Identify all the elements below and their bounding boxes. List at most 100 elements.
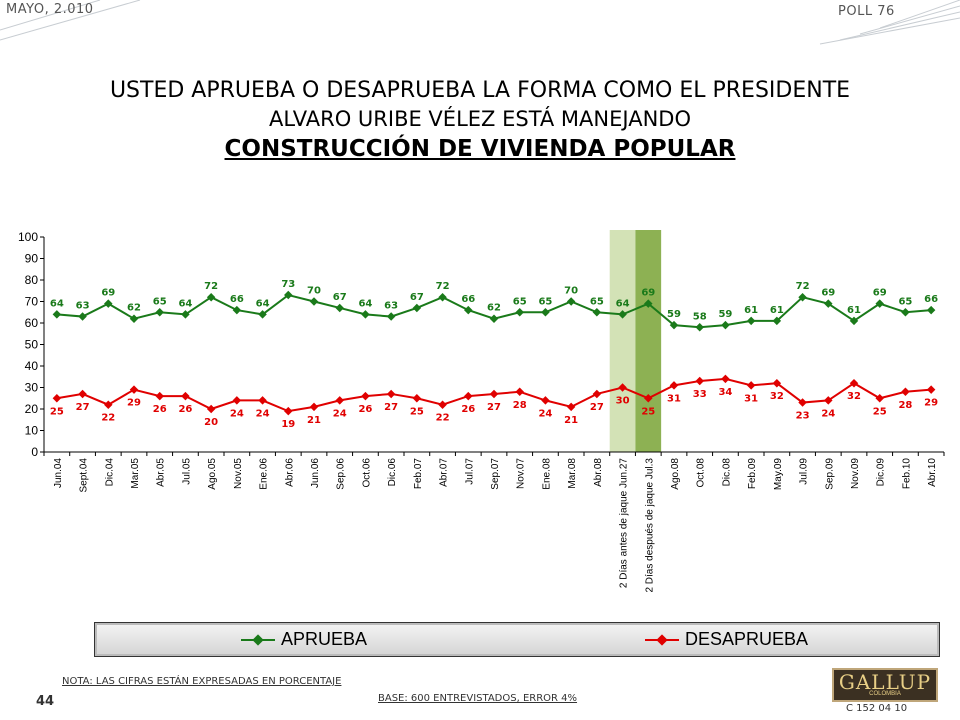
- data-point-desaprueba: [438, 400, 447, 409]
- data-point-aprueba: [926, 305, 936, 315]
- x-tick-label: Mar.08: [567, 458, 578, 489]
- data-point-aprueba: [772, 316, 782, 326]
- data-label-desaprueba: 27: [76, 402, 90, 413]
- x-tick-label: Abr.10: [927, 458, 938, 487]
- data-point-aprueba: [515, 308, 524, 317]
- data-label-aprueba: 58: [693, 311, 707, 322]
- data-label-desaprueba: 32: [770, 391, 784, 402]
- data-point-aprueba: [849, 316, 859, 326]
- data-label-aprueba: 61: [770, 305, 784, 316]
- data-label-desaprueba: 21: [307, 415, 321, 426]
- data-point-desaprueba: [52, 394, 62, 403]
- x-tick-label: 2 Días después de jaque Jul.3: [644, 458, 655, 593]
- y-tick-label: 80: [25, 273, 39, 287]
- data-point-aprueba: [489, 314, 499, 323]
- data-label-aprueba: 62: [127, 303, 141, 314]
- data-point-aprueba: [52, 310, 62, 319]
- approval-line-chart: 0 10 20 30 40 50 60 70 80 90 100 Jun.04 Sept.04 Dic.0…: [18, 230, 945, 593]
- data-point-aprueba: [309, 297, 319, 306]
- data-point-aprueba: [669, 320, 679, 330]
- x-tick-label: Ago.08: [670, 458, 681, 490]
- data-point-aprueba: [464, 305, 473, 315]
- data-point-desaprueba: [181, 391, 190, 401]
- data-point-aprueba: [155, 308, 164, 317]
- data-label-aprueba: 69: [873, 288, 887, 299]
- x-tick-label: Ene.08: [541, 458, 552, 490]
- x-tick-label: Sep.06: [336, 458, 347, 490]
- data-point-desaprueba: [824, 396, 833, 405]
- legend-label-aprueba: APRUEBA: [281, 629, 368, 649]
- data-point-desaprueba: [798, 398, 807, 407]
- data-point-aprueba: [258, 310, 267, 319]
- y-tick-label: 100: [18, 230, 38, 244]
- data-label-aprueba: 64: [178, 298, 192, 309]
- footnote: NOTA: LAS CIFRAS ESTÁN EXPRESADAS EN POR…: [62, 676, 342, 687]
- y-tick-label: 40: [25, 359, 39, 373]
- highlight-band-2: [635, 230, 662, 452]
- highlight-band-1: [609, 230, 636, 452]
- data-label-aprueba: 59: [718, 309, 732, 320]
- title-line-1: USTED APRUEBA O DESAPRUEBA LA FORMA COMO…: [109, 78, 851, 103]
- data-label-aprueba: 67: [333, 292, 347, 303]
- data-point-aprueba: [746, 316, 756, 326]
- data-label-aprueba: 64: [616, 298, 630, 309]
- data-label-desaprueba: 25: [641, 406, 655, 417]
- data-point-desaprueba: [78, 389, 87, 399]
- report-date: MAYO, 2.010: [6, 2, 94, 17]
- x-tick-label: 2 Días antes de jaque Jun.27: [619, 458, 630, 589]
- data-point-aprueba: [566, 297, 576, 306]
- data-point-aprueba: [875, 299, 884, 308]
- chart-legend: APRUEBA DESAPRUEBA: [94, 622, 940, 657]
- data-label-aprueba: 63: [76, 301, 90, 312]
- x-tick-label: Oct.06: [361, 458, 372, 488]
- x-tick-label: Oct.08: [696, 458, 707, 488]
- x-tick-label: Jun.06: [310, 458, 321, 488]
- x-tick-label: Feb.07: [413, 458, 424, 490]
- data-point-aprueba: [206, 292, 216, 302]
- data-label-desaprueba: 24: [333, 408, 347, 419]
- data-label-aprueba: 65: [153, 296, 167, 307]
- data-point-desaprueba: [592, 389, 602, 399]
- data-point-desaprueba: [695, 376, 704, 386]
- x-tick-label: Nov.09: [850, 458, 861, 489]
- data-label-aprueba: 64: [256, 298, 270, 309]
- data-point-desaprueba: [901, 387, 910, 397]
- x-tick-label: Abr.07: [439, 458, 450, 487]
- x-tick-label: Dic.08: [721, 458, 732, 487]
- data-label-aprueba: 72: [436, 281, 450, 292]
- data-label-desaprueba: 24: [538, 408, 552, 419]
- data-label-aprueba: 66: [230, 294, 244, 305]
- data-point-desaprueba: [104, 400, 113, 409]
- data-point-aprueba: [361, 310, 370, 319]
- x-tick-label: Sep.09: [824, 458, 835, 490]
- data-point-desaprueba: [412, 394, 422, 403]
- data-point-desaprueba: [618, 383, 627, 392]
- data-label-aprueba: 64: [50, 298, 64, 309]
- data-point-aprueba: [438, 292, 447, 302]
- x-tick-label: Abr.05: [156, 458, 167, 487]
- data-label-desaprueba: 24: [256, 408, 270, 419]
- x-tick-label: May.09: [773, 458, 784, 490]
- x-tick-label: Dic.04: [104, 458, 115, 487]
- data-point-aprueba: [824, 299, 833, 308]
- data-label-aprueba: 69: [101, 288, 115, 299]
- data-label-aprueba: 65: [590, 296, 604, 307]
- y-tick-label: 30: [25, 381, 39, 395]
- data-label-desaprueba: 28: [898, 400, 912, 411]
- data-point-desaprueba: [849, 378, 859, 388]
- data-label-desaprueba: 32: [847, 391, 861, 402]
- y-tick-label: 10: [25, 424, 39, 438]
- data-label-aprueba: 72: [796, 281, 810, 292]
- data-label-desaprueba: 20: [204, 417, 218, 428]
- data-label-desaprueba: 27: [487, 402, 501, 413]
- data-point-aprueba: [798, 292, 807, 302]
- data-point-desaprueba: [926, 385, 936, 394]
- x-tick-label: Abr.06: [284, 458, 295, 487]
- data-label-aprueba: 73: [281, 279, 295, 290]
- y-tick-label: 60: [25, 316, 39, 330]
- data-point-aprueba: [335, 303, 344, 313]
- x-tick-label: Nov.05: [233, 458, 244, 489]
- data-label-aprueba: 65: [538, 296, 552, 307]
- data-point-desaprueba: [206, 404, 216, 414]
- data-label-desaprueba: 21: [564, 415, 578, 426]
